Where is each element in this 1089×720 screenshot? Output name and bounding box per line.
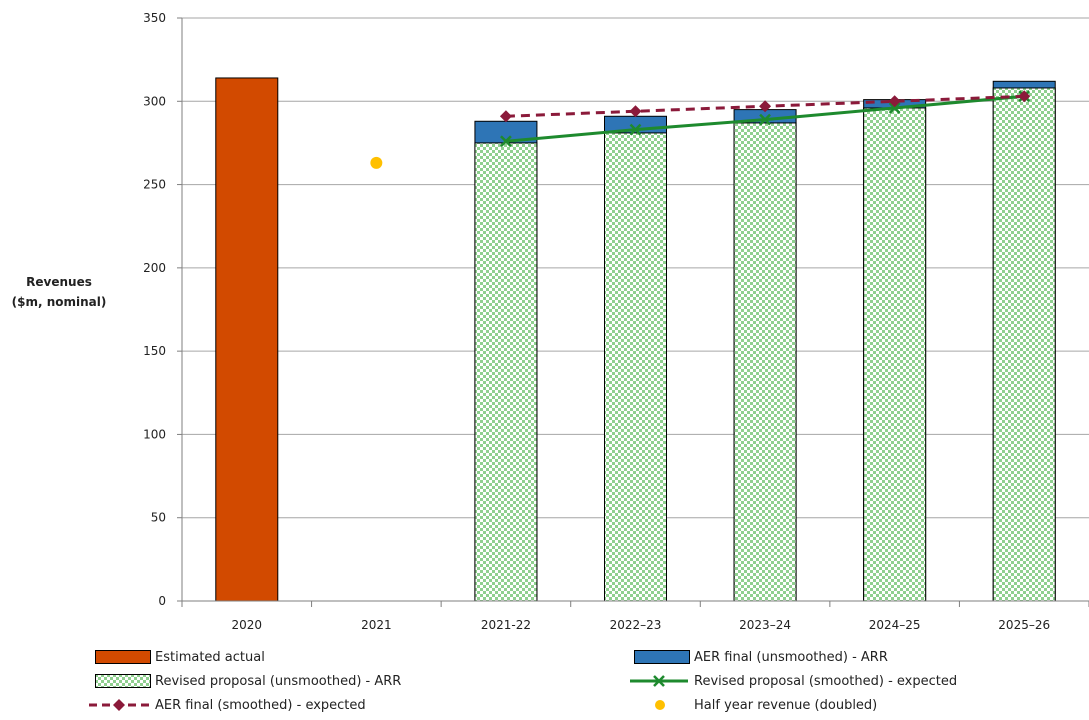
legend-label: Half year revenue (doubled) — [694, 697, 878, 713]
bar-revised-proposal-unsmoothed — [733, 122, 797, 602]
legend-label: AER final (unsmoothed) - ARR — [694, 649, 888, 665]
legend: Estimated actual Revised proposal (unsmo… — [0, 644, 1089, 720]
x-tick-label: 2024–25 — [869, 618, 921, 632]
legend-item-half-year-revenue: Half year revenue (doubled) — [650, 694, 877, 716]
legend-label: Revised proposal (smoothed) - expected — [694, 673, 958, 689]
legend-label: Revised proposal (unsmoothed) - ARR — [155, 673, 402, 689]
legend-item-revised-proposal-smoothed: Revised proposal (smoothed) - expected — [628, 670, 957, 692]
lines — [370, 90, 1031, 169]
revenue-chart: 0 50 100 150 200 250 300 350 2020 2021 2021-22 2022… — [143, 11, 1089, 632]
bars — [215, 77, 1056, 602]
y-axis-label-line-1: Revenues — [26, 275, 92, 289]
marker-aer-final-smoothed — [759, 100, 772, 113]
marker-aer-final-smoothed — [499, 110, 512, 123]
x-tick-label: 2023–24 — [739, 618, 791, 632]
bar-revised-proposal-unsmoothed — [474, 142, 538, 602]
legend-swatch-orange-bar — [95, 650, 151, 664]
legend-item-revised-proposal-unsmoothed: Revised proposal (unsmoothed) - ARR — [95, 670, 401, 692]
x-tick-label: 2021 — [361, 618, 392, 632]
legend-swatch-yellow-dot — [655, 700, 665, 710]
marker-aer-final-smoothed — [1018, 90, 1031, 103]
y-axis-label: Revenues ($m, nominal) — [0, 272, 118, 312]
x-tick-label: 2022–23 — [610, 618, 662, 632]
y-axis-label-line-2: ($m, nominal) — [11, 295, 107, 309]
y-tick-label: 350 — [143, 11, 166, 25]
bar-estimated-actual — [215, 77, 279, 602]
marker-revised-proposal-smoothed — [759, 113, 771, 126]
y-tick-label: 200 — [143, 261, 166, 275]
axes: 0 50 100 150 200 250 300 350 2020 2021 2021-22 2022… — [143, 11, 1089, 632]
y-tick-label: 100 — [143, 427, 166, 441]
point-half-year-revenue — [370, 156, 383, 169]
legend-swatch-checker-bar — [95, 674, 151, 688]
y-tick-label: 300 — [143, 94, 166, 108]
bar-revised-proposal-unsmoothed — [863, 107, 927, 602]
y-tick-label: 150 — [143, 344, 166, 358]
marker-aer-final-smoothed — [888, 95, 901, 108]
x-tick-label: 2020 — [232, 618, 263, 632]
marker-revised-proposal-smoothed — [888, 102, 901, 114]
x-tick-label: 2021-22 — [481, 618, 531, 632]
legend-label: AER final (smoothed) - expected — [155, 697, 366, 713]
legend-item-aer-final-unsmoothed: AER final (unsmoothed) - ARR — [634, 646, 888, 668]
y-tick-label: 250 — [143, 178, 166, 192]
legend-swatch-dashed-diamond-line — [89, 699, 149, 711]
y-tick-label: 50 — [151, 511, 166, 525]
x-tick-label: 2025–26 — [998, 618, 1050, 632]
y-tick-label: 0 — [158, 594, 166, 608]
legend-item-aer-final-smoothed: AER final (smoothed) - expected — [87, 694, 366, 716]
bar-revised-proposal-unsmoothed — [992, 87, 1056, 602]
legend-swatch-green-x-line — [630, 675, 688, 687]
legend-item-estimated-actual: Estimated actual — [95, 646, 265, 668]
legend-label: Estimated actual — [155, 649, 265, 665]
marker-revised-proposal-smoothed — [500, 135, 512, 148]
marker-revised-proposal-smoothed — [629, 123, 642, 136]
legend-swatch-blue-bar — [634, 650, 690, 664]
bar-revised-proposal-unsmoothed — [604, 132, 667, 602]
marker-aer-final-smoothed — [629, 105, 642, 118]
